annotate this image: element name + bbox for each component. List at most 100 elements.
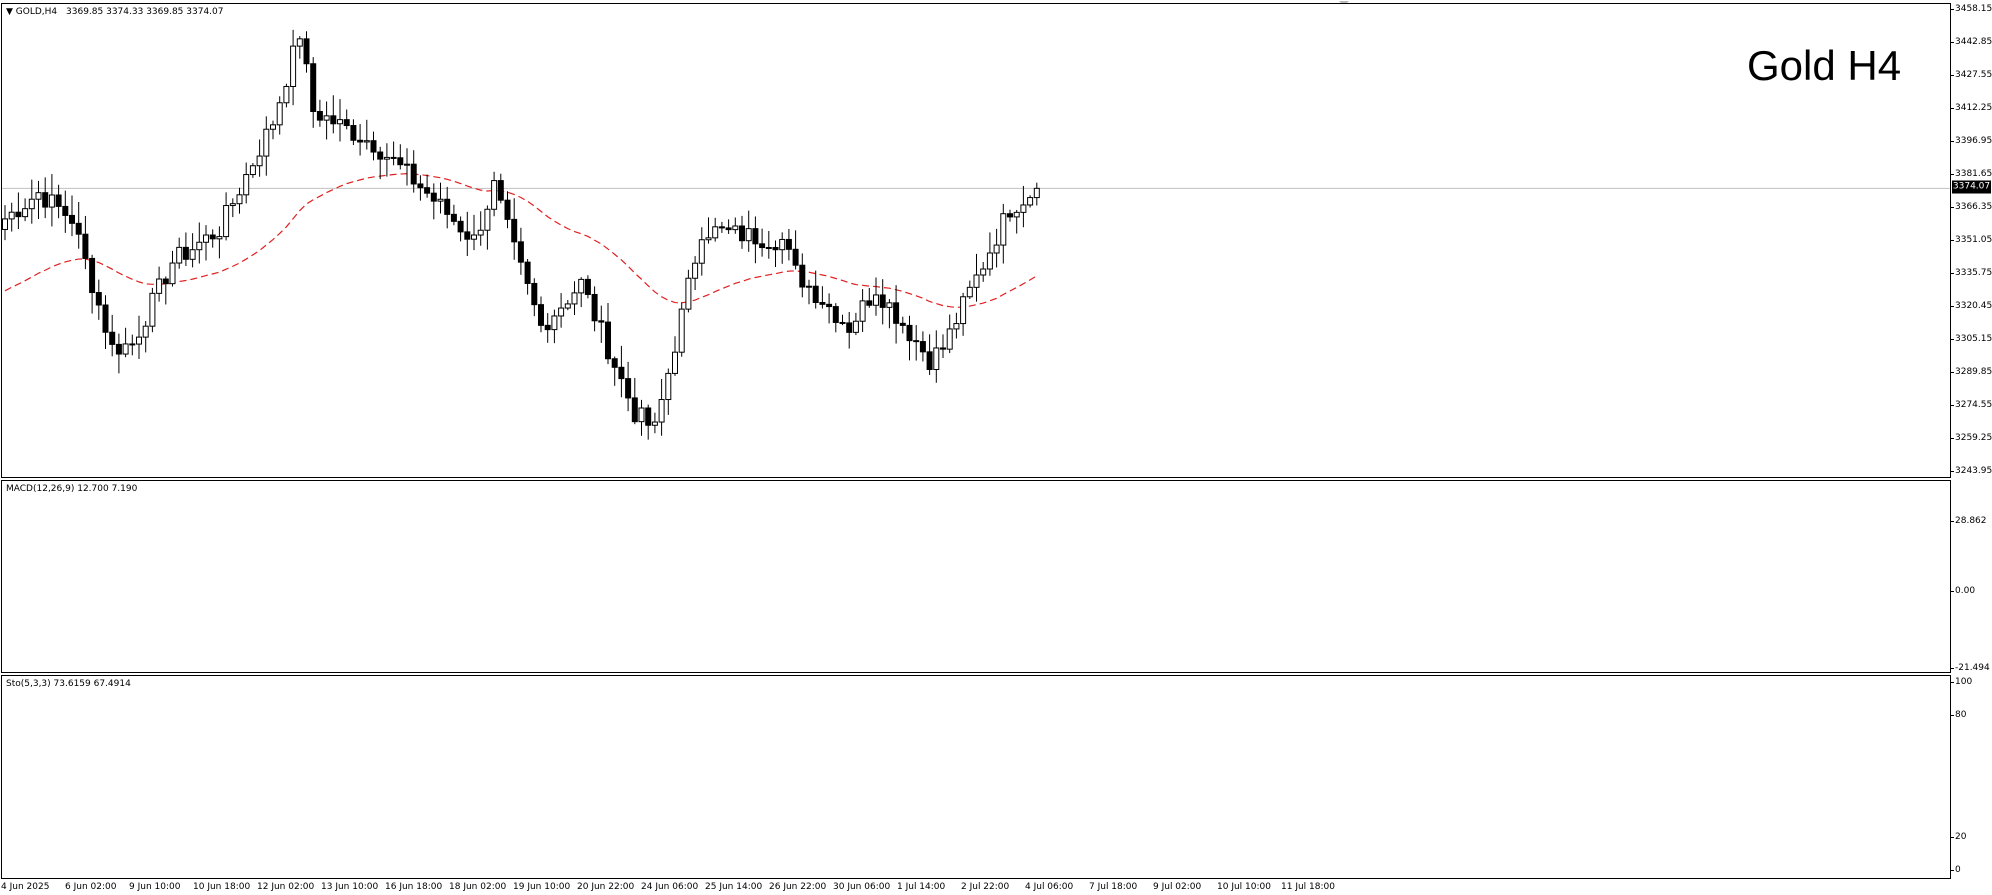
- candlestick: [779, 232, 786, 264]
- candlestick: [229, 198, 236, 218]
- candlestick: [598, 305, 605, 343]
- macd-axis-tick-mark: [1951, 521, 1954, 522]
- candlestick: [906, 315, 913, 361]
- candlestick: [611, 356, 618, 386]
- chart-menu-arrow-icon[interactable]: ▼: [6, 7, 13, 17]
- candlestick: [564, 299, 571, 311]
- candlestick: [739, 215, 745, 249]
- price-axis-tick-mark: [1951, 42, 1954, 43]
- macd-pane[interactable]: MACD(12,26,9) 12.700 7.190: [1, 480, 1951, 673]
- candlestick: [109, 314, 116, 357]
- candlestick: [430, 183, 437, 220]
- time-axis-tick: 10 Jun 18:00: [193, 882, 251, 892]
- time-axis-tick: 4 Jun 2025: [1, 882, 50, 892]
- candlestick: [1020, 185, 1027, 228]
- candlestick: [477, 211, 484, 246]
- time-axis-tick: 26 Jun 22:00: [769, 882, 827, 892]
- time-axis-tick: 18 Jun 02:00: [449, 882, 507, 892]
- time-axis-tick: 10 Jul 10:00: [1217, 882, 1271, 892]
- price-axis[interactable]: 3458.15 3442.85 3427.55 3412.25 3396.95 3381.…: [1951, 3, 1992, 478]
- candlestick: [705, 217, 712, 244]
- candlestick: [732, 217, 739, 234]
- candlestick: [404, 148, 410, 186]
- candlestick: [149, 287, 156, 333]
- stochastic-axis-tick-mark: [1951, 682, 1954, 683]
- time-axis-tick: 25 Jun 14:00: [705, 882, 763, 892]
- price-chart-pane[interactable]: ▼ GOLD,H4 3369.85 3374.33 3369.85 3374.0…: [1, 3, 1951, 478]
- candlestick: [578, 277, 585, 308]
- price-axis-tick-mark: [1951, 240, 1954, 241]
- candlestick: [806, 279, 812, 305]
- candlestick: [665, 368, 672, 415]
- candlestick: [745, 210, 752, 252]
- macd-axis[interactable]: 28.862 0.00 -21.494: [1951, 480, 1991, 673]
- candlestick: [424, 174, 431, 198]
- candlestick: [517, 227, 524, 275]
- candlestick: [765, 230, 772, 259]
- candlestick: [156, 266, 163, 302]
- candlestick: [330, 95, 337, 134]
- candlestick: [28, 179, 35, 224]
- candlestick: [772, 240, 779, 268]
- candlestick: [792, 230, 799, 270]
- candlestick: [685, 269, 692, 313]
- price-axis-tick-mark: [1951, 108, 1954, 109]
- candlestick: [444, 186, 451, 229]
- candlestick: [216, 226, 223, 259]
- macd-axis-tick-mark: [1951, 668, 1954, 669]
- candlestick: [852, 312, 859, 336]
- time-axis-tick: 19 Jun 10:00: [513, 882, 571, 892]
- candlestick: [95, 279, 102, 320]
- time-axis-tick: 6 Jun 02:00: [65, 882, 117, 892]
- candlestick: [437, 182, 444, 214]
- candlestick: [558, 293, 565, 328]
- candlestick: [176, 237, 183, 269]
- time-axis[interactable]: 4 Jun 2025 6 Jun 02:00 9 Jun 10:00 10 Jun 1…: [0, 880, 1950, 895]
- candlestick: [270, 120, 276, 140]
- price-axis-tick-mark: [1951, 75, 1954, 76]
- candlestick: [886, 299, 893, 329]
- candlestick: [377, 146, 384, 180]
- price-axis-tick: 3259.25: [1955, 433, 1992, 443]
- candlestick: [933, 330, 940, 383]
- candlestick: [42, 177, 49, 219]
- candlestick: [571, 281, 578, 315]
- candlestick: [276, 96, 283, 135]
- candlestick: [826, 293, 833, 324]
- macd-label: MACD(12,26,9) 12.700 7.190: [6, 484, 138, 494]
- candlestick: [618, 345, 625, 398]
- candlestick: [75, 201, 82, 249]
- price-axis-tick: 3351.05: [1955, 235, 1992, 245]
- candlestick: [1027, 195, 1034, 208]
- candlestick: [752, 216, 759, 264]
- stochastic-axis[interactable]: 100 80 20 0: [1951, 675, 1991, 879]
- candlestick: [142, 321, 149, 353]
- candlestick: [846, 312, 853, 349]
- macd-axis-tick: 0.00: [1955, 586, 1976, 596]
- price-axis-tick-mark: [1951, 207, 1954, 208]
- price-axis-tick-mark: [1951, 438, 1954, 439]
- price-chart-plot[interactable]: [2, 4, 1950, 477]
- candlestick: [819, 286, 826, 309]
- candlestick: [450, 204, 457, 226]
- stochastic-axis-tick: 100: [1955, 677, 1973, 687]
- candlestick: [625, 361, 632, 412]
- symbol-label: GOLD,H4: [15, 7, 58, 17]
- macd-plot[interactable]: [2, 481, 1950, 672]
- candlestick: [316, 99, 323, 127]
- stochastic-plot[interactable]: [2, 676, 1950, 878]
- candlestick: [209, 229, 216, 248]
- chart-caption: Gold H4: [1747, 42, 1902, 89]
- price-axis-tick: 3412.25: [1955, 103, 1992, 113]
- candlestick: [256, 139, 263, 177]
- candlestick: [591, 286, 598, 332]
- ohlc-label: 3369.85 3374.33 3369.85 3374.07: [66, 7, 224, 17]
- candlestick: [196, 222, 203, 264]
- stochastic-pane[interactable]: Sto(5,3,3) 73.6159 67.4914: [1, 675, 1951, 879]
- price-axis-tick: 3274.55: [1955, 400, 1992, 410]
- candlestick: [940, 334, 946, 359]
- candlestick: [584, 275, 591, 299]
- candlestick: [136, 315, 142, 360]
- time-axis-tick: 1 Jul 14:00: [897, 882, 946, 892]
- candlestick: [491, 171, 498, 217]
